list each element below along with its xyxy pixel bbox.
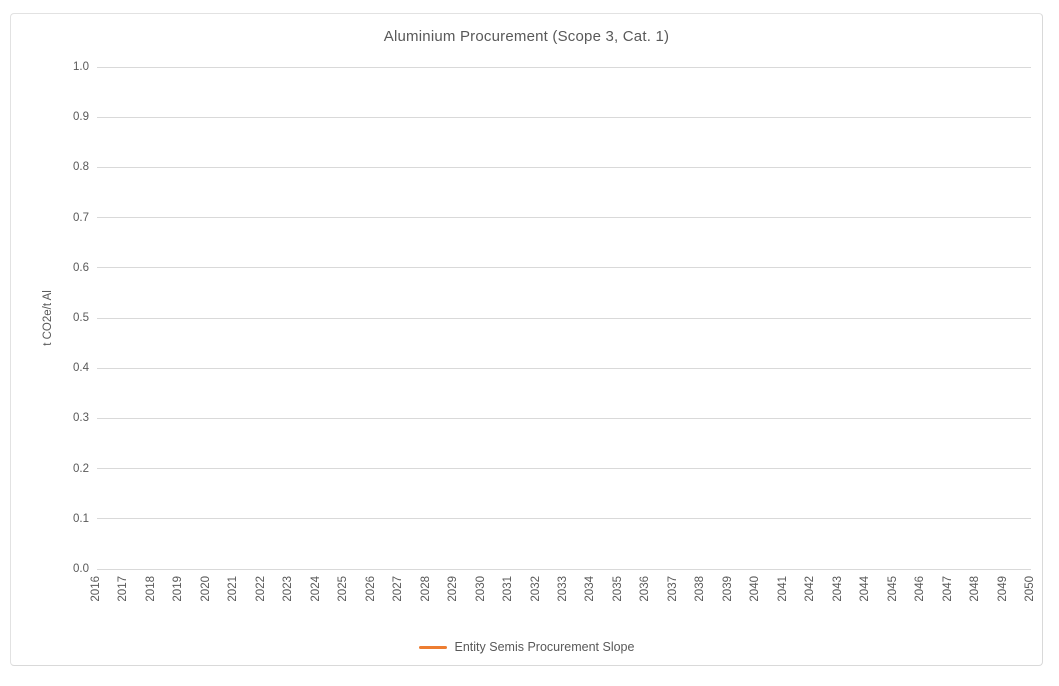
gridline-y-0.2 bbox=[97, 468, 1031, 470]
y-tick-label-0.1: 0.1 bbox=[73, 512, 89, 525]
x-tick-label-2016: 2016 bbox=[90, 576, 102, 602]
gridline-y-0.8 bbox=[97, 166, 1031, 168]
x-tick-label-2017: 2017 bbox=[117, 576, 130, 602]
x-tick-label-2039: 2039 bbox=[721, 576, 734, 602]
x-tick-label-2030: 2030 bbox=[474, 576, 487, 602]
x-tick-label-2047: 2047 bbox=[941, 576, 954, 602]
x-tick-label-2019: 2019 bbox=[172, 576, 185, 602]
x-tick-label-2018: 2018 bbox=[144, 576, 157, 602]
x-tick-label-2022: 2022 bbox=[254, 576, 267, 602]
legend: Entity Semis Procurement Slope bbox=[11, 640, 1042, 654]
gridline-y-0.4 bbox=[97, 367, 1031, 369]
plot-area bbox=[97, 66, 1031, 570]
x-tick-label-2031: 2031 bbox=[502, 576, 515, 602]
gridline-y-0.6 bbox=[97, 267, 1031, 269]
y-tick-label-0.5: 0.5 bbox=[73, 312, 89, 324]
x-tick-label-2035: 2035 bbox=[611, 576, 624, 602]
y-tick-label-0.3: 0.3 bbox=[73, 412, 89, 425]
gridline-y-0.7 bbox=[97, 217, 1031, 219]
gridline-y-1.0 bbox=[97, 66, 1031, 68]
y-tick-label-1.0: 1.0 bbox=[73, 61, 89, 73]
x-tick-label-2028: 2028 bbox=[419, 576, 432, 602]
legend-line-marker bbox=[418, 645, 447, 649]
legend-series-label: Entity Semis Procurement Slope bbox=[454, 640, 635, 654]
x-tick-label-2034: 2034 bbox=[584, 576, 597, 602]
x-tick-label-2027: 2027 bbox=[392, 576, 405, 602]
gridline-y-0.5 bbox=[97, 317, 1031, 319]
x-tick-label-2029: 2029 bbox=[447, 576, 460, 602]
x-tick-label-2050: 2050 bbox=[1024, 576, 1036, 602]
chart-frame: Aluminium Procurement (Scope 3, Cat. 1) … bbox=[10, 13, 1043, 666]
x-tick-label-2021: 2021 bbox=[227, 576, 240, 602]
x-tick-label-2037: 2037 bbox=[666, 576, 679, 602]
gridline-y-0.1 bbox=[97, 518, 1031, 520]
x-tick-label-2032: 2032 bbox=[529, 576, 542, 602]
x-tick-label-2020: 2020 bbox=[199, 576, 212, 602]
x-tick-label-2040: 2040 bbox=[749, 576, 762, 602]
y-tick-label-0.2: 0.2 bbox=[73, 462, 89, 475]
y-tick-label-0.0: 0.0 bbox=[73, 563, 89, 575]
y-tick-label-0.8: 0.8 bbox=[73, 161, 89, 174]
x-tick-label-2046: 2046 bbox=[914, 576, 927, 602]
x-tick-label-2043: 2043 bbox=[831, 576, 844, 602]
x-tick-label-2024: 2024 bbox=[309, 576, 322, 602]
y-tick-label-0.7: 0.7 bbox=[73, 211, 89, 224]
x-tick-label-2033: 2033 bbox=[557, 576, 569, 602]
x-tick-label-2042: 2042 bbox=[804, 576, 817, 602]
x-tick-label-2049: 2049 bbox=[996, 576, 1009, 602]
gridline-y-0.9 bbox=[97, 116, 1031, 118]
x-tick-label-2045: 2045 bbox=[886, 576, 899, 602]
gridline-y-0.0 bbox=[97, 568, 1031, 570]
y-tick-label-0.4: 0.4 bbox=[73, 362, 89, 375]
x-tick-label-2038: 2038 bbox=[694, 576, 707, 602]
x-tick-label-2041: 2041 bbox=[776, 576, 789, 602]
gridline-y-0.3 bbox=[97, 417, 1031, 419]
x-tick-label-2036: 2036 bbox=[639, 576, 652, 602]
x-tick-label-2025: 2025 bbox=[337, 576, 350, 602]
x-tick-label-2048: 2048 bbox=[969, 576, 982, 602]
x-tick-label-2026: 2026 bbox=[364, 576, 377, 602]
x-tick-label-2023: 2023 bbox=[282, 576, 295, 602]
chart-title: Aluminium Procurement (Scope 3, Cat. 1) bbox=[383, 28, 670, 45]
y-tick-label-0.6: 0.6 bbox=[73, 261, 89, 274]
x-tick-label-2044: 2044 bbox=[859, 576, 872, 602]
y-tick-label-0.9: 0.9 bbox=[73, 111, 89, 124]
